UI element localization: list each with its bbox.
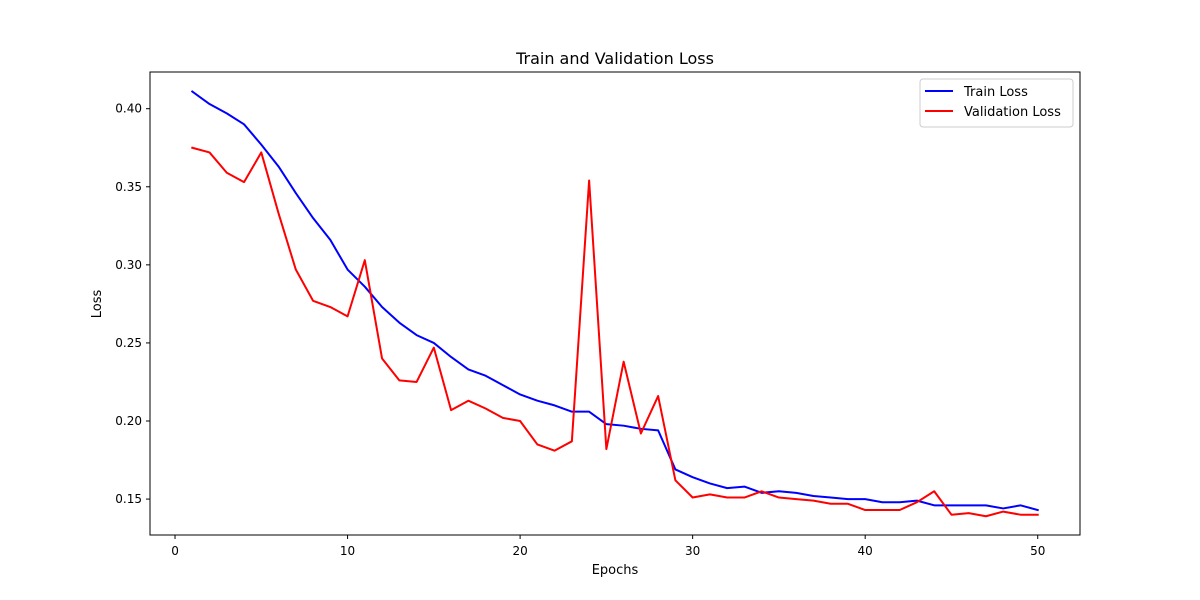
x-axis-label: Epochs — [592, 563, 639, 578]
y-axis: 0.15 0.20 0.25 0.30 0.35 0.40 — [115, 102, 150, 506]
y-tick-label: 0.20 — [115, 414, 142, 428]
y-axis-label: Loss — [90, 290, 105, 319]
x-tick-label: 30 — [685, 544, 700, 558]
x-tick-label: 20 — [512, 544, 527, 558]
x-tick-label: 40 — [858, 544, 873, 558]
x-tick-label: 0 — [171, 544, 179, 558]
y-tick-label: 0.25 — [115, 336, 142, 350]
x-axis: 0 10 20 30 40 50 — [171, 535, 1045, 558]
y-tick-label: 0.30 — [115, 258, 142, 272]
validation-loss-line — [191, 146, 1039, 518]
chart-title: Train and Validation Loss — [515, 49, 714, 68]
legend-label-validation: Validation Loss — [964, 105, 1061, 120]
legend-box — [919, 78, 1074, 128]
x-tick-label: 50 — [1030, 544, 1045, 558]
train-loss-line — [190, 90, 1039, 512]
y-tick-label: 0.40 — [115, 102, 142, 116]
plot-area — [190, 90, 1039, 518]
legend: Train Loss Validation Loss — [919, 78, 1074, 128]
y-tick-label: 0.35 — [115, 180, 142, 194]
legend-label-train: Train Loss — [963, 85, 1028, 100]
y-tick-label: 0.15 — [115, 492, 142, 506]
x-tick-label: 10 — [340, 544, 355, 558]
axes-frame — [149, 71, 1081, 536]
